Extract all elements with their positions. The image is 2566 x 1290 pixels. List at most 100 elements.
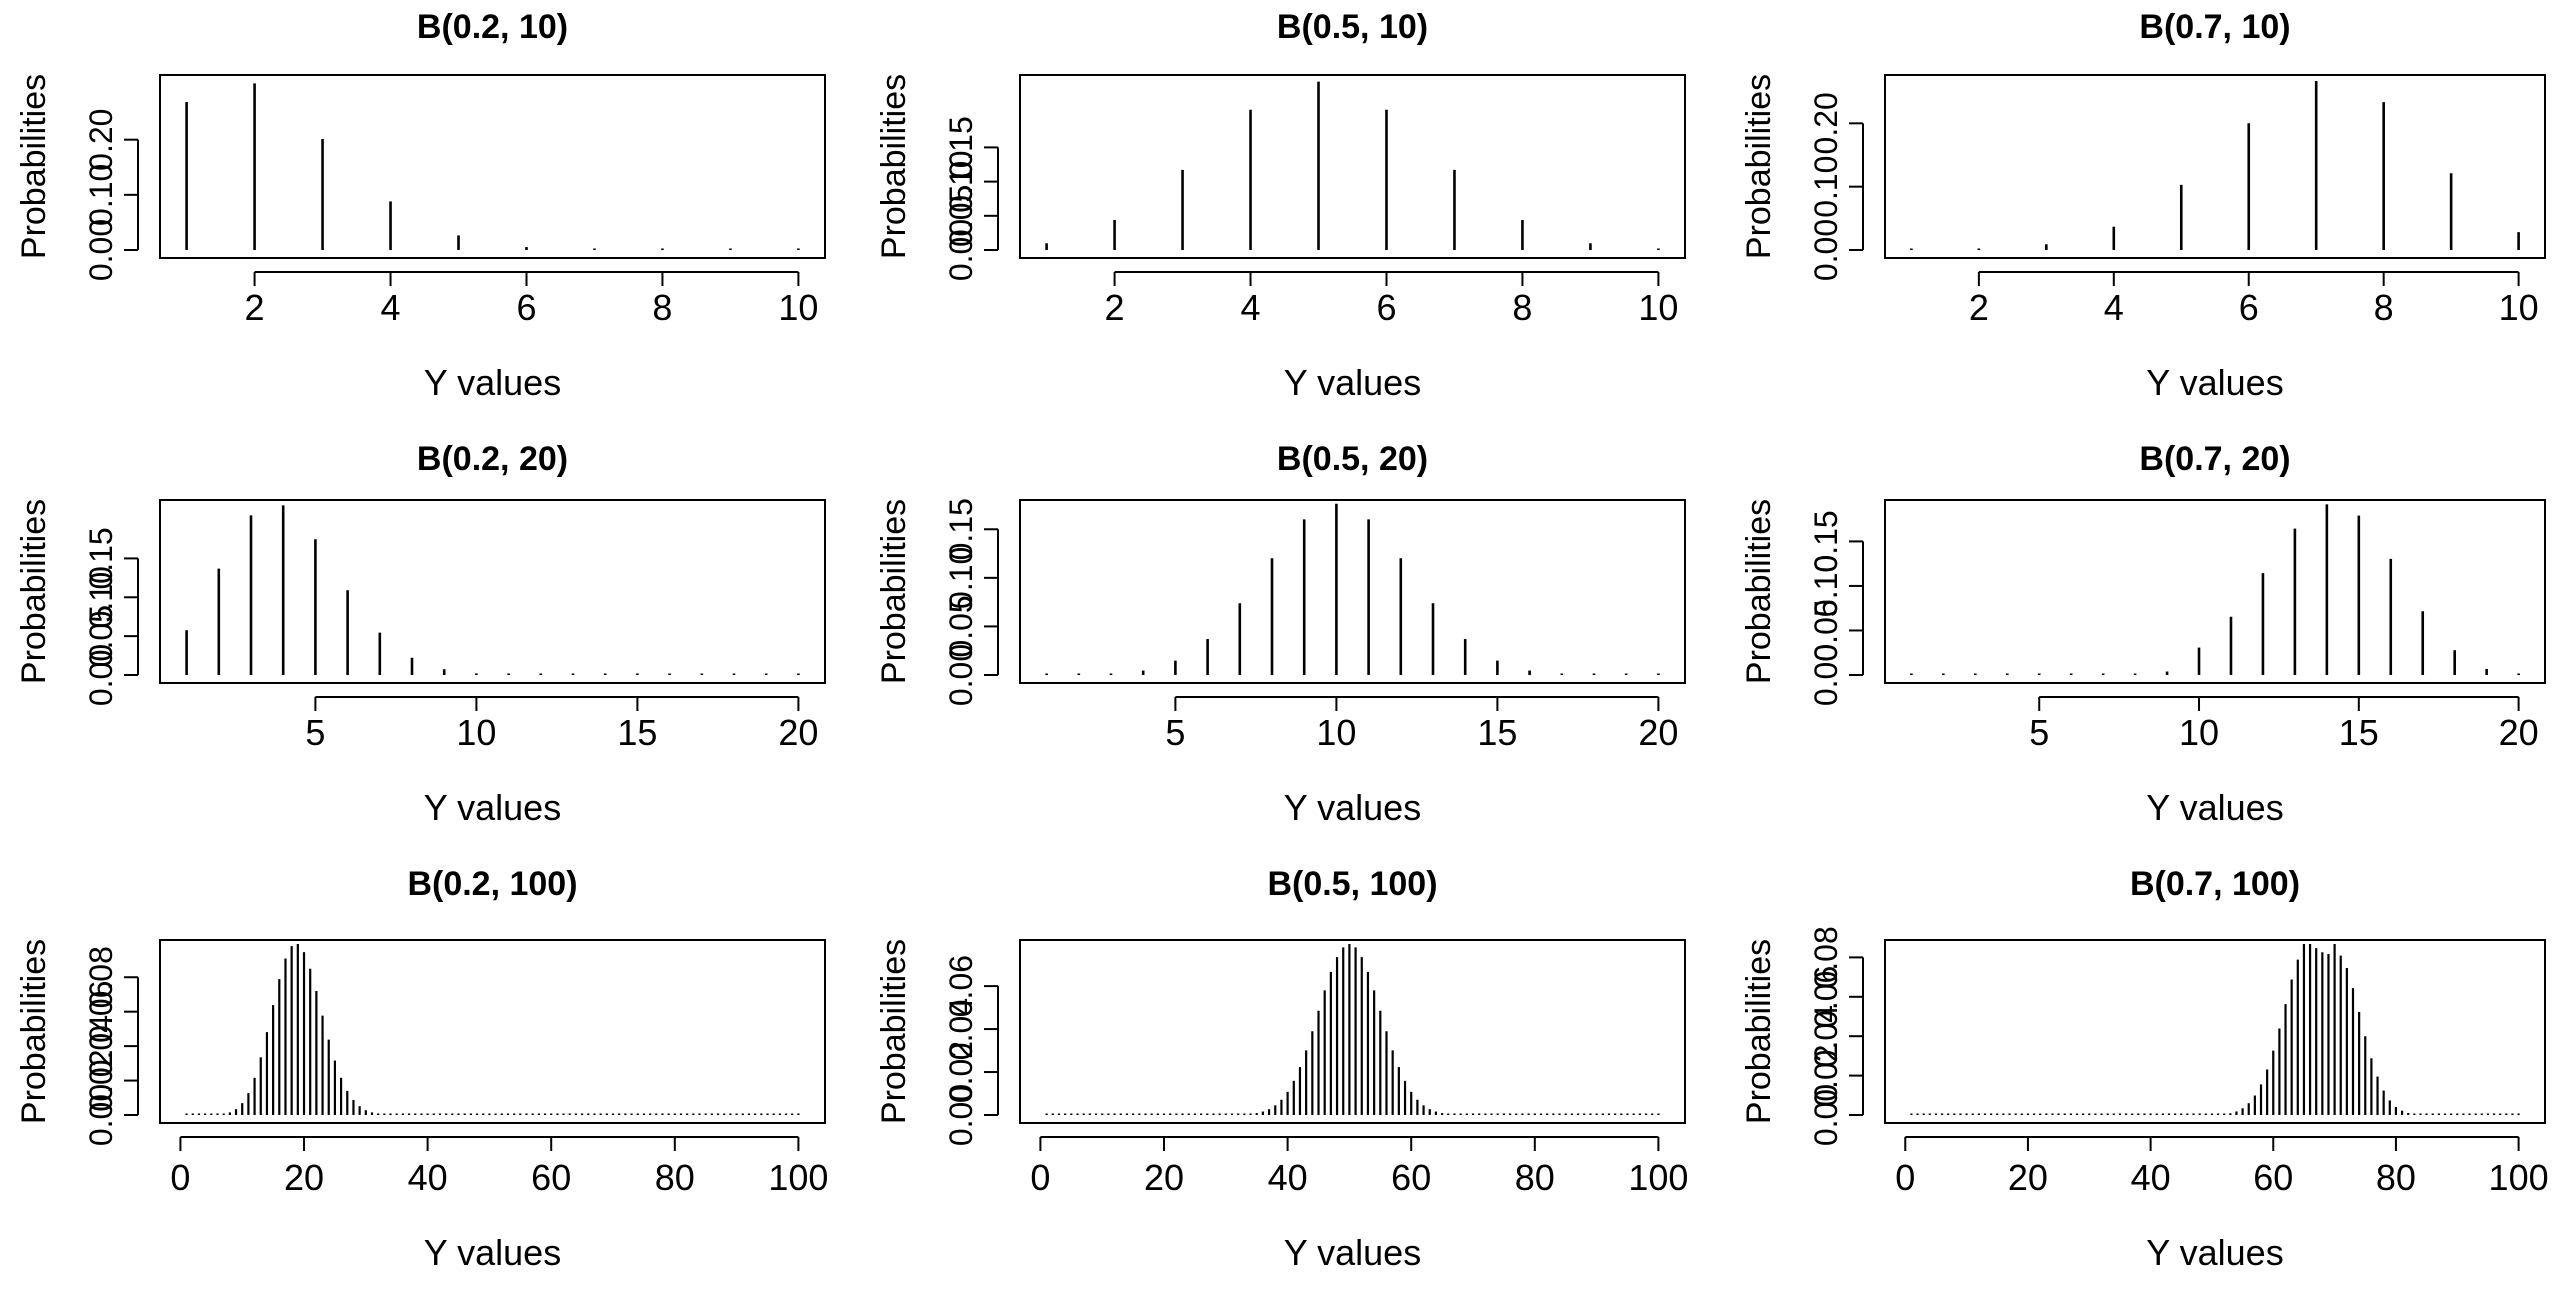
y-axis-label: Probabilities <box>15 939 53 1124</box>
y-tick-label: 0.10 <box>943 150 979 212</box>
x-tick-label: 4 <box>381 287 401 328</box>
x-tick-label: 20 <box>2499 712 2539 753</box>
y-tick-label: 0.20 <box>1808 92 1844 154</box>
x-tick-label: 4 <box>2104 287 2124 328</box>
x-axis-label: Y values <box>2146 787 2283 828</box>
x-tick-label: 5 <box>1165 712 1185 753</box>
x-tick-label: 15 <box>1477 712 1517 753</box>
y-tick-label: 0.00 <box>943 219 979 281</box>
x-tick-label: 20 <box>2008 1157 2048 1198</box>
x-tick-label: 60 <box>531 1157 571 1198</box>
y-tick-label: 0.00 <box>83 644 119 706</box>
x-axis-label: Y values <box>424 787 561 828</box>
y-axis-label: Probabilities <box>875 939 913 1124</box>
y-tick-label: 0.02 <box>943 1041 979 1103</box>
y-tick-label: 0.20 <box>83 109 119 171</box>
x-axis-label: Y values <box>1284 787 1421 828</box>
y-tick-label: 0.06 <box>1808 966 1844 1028</box>
y-tick-label: 0.10 <box>83 566 119 628</box>
x-tick-label: 8 <box>652 287 672 328</box>
x-tick-label: 10 <box>2499 287 2539 328</box>
x-tick-label: 5 <box>2029 712 2049 753</box>
x-tick-label: 10 <box>778 287 818 328</box>
x-tick-label: 6 <box>2239 287 2259 328</box>
chart-title: B(0.5, 20) <box>1277 440 1428 478</box>
x-tick-label: 10 <box>1316 712 1356 753</box>
x-tick-label: 0 <box>1895 1157 1915 1198</box>
y-tick-label: 0.02 <box>83 1049 119 1111</box>
x-tick-label: 40 <box>408 1157 448 1198</box>
chart-panel: B(0.5, 100) Probabilities Y values 0.000.02… <box>875 865 1688 1273</box>
plot-frame <box>1019 74 1686 259</box>
x-tick-label: 60 <box>1391 1157 1431 1198</box>
x-tick-label: 0 <box>1030 1157 1050 1198</box>
x-tick-label: 40 <box>1268 1157 1308 1198</box>
y-tick-label: 0.00 <box>1808 1084 1844 1146</box>
chart-title: B(0.5, 100) <box>1267 865 1437 903</box>
chart-panel: B(0.7, 100) Probabilities Y values 0.000.02… <box>1740 865 2549 1273</box>
y-tick-label: 0.02 <box>1808 1044 1844 1106</box>
x-tick-label: 10 <box>1638 287 1678 328</box>
x-tick-label: 80 <box>655 1157 695 1198</box>
y-tick-label: 0.10 <box>83 164 119 226</box>
x-tick-label: 20 <box>778 712 818 753</box>
y-tick-label: 0.15 <box>943 498 979 560</box>
y-tick-label: 0.00 <box>1808 644 1844 706</box>
y-axis-label: Probabilities <box>15 499 53 684</box>
x-tick-label: 6 <box>1376 287 1396 328</box>
y-axis-label: Probabilities <box>875 499 913 684</box>
plot-frame <box>1019 939 1686 1124</box>
y-tick-label: 0.00 <box>83 219 119 281</box>
plot-frame <box>159 939 826 1124</box>
x-tick-label: 15 <box>617 712 657 753</box>
x-tick-label: 20 <box>1638 712 1678 753</box>
x-tick-label: 20 <box>1144 1157 1184 1198</box>
y-axis-label: Probabilities <box>15 74 53 259</box>
y-tick-label: 0.10 <box>1808 555 1844 617</box>
x-tick-label: 0 <box>170 1157 190 1198</box>
x-tick-label: 5 <box>305 712 325 753</box>
y-tick-label: 0.05 <box>1808 599 1844 661</box>
x-tick-label: 80 <box>1515 1157 1555 1198</box>
y-tick-label: 0.06 <box>83 981 119 1043</box>
y-tick-label: 0.05 <box>943 185 979 247</box>
y-tick-label: 0.04 <box>943 998 979 1060</box>
y-tick-label: 0.15 <box>943 116 979 178</box>
x-tick-label: 100 <box>1628 1157 1688 1198</box>
y-axis-label: Probabilities <box>875 74 913 259</box>
y-tick-label: 0.10 <box>1808 156 1844 218</box>
x-tick-label: 2 <box>1969 287 1989 328</box>
chart-panel: B(0.7, 10) Probabilities Y values 0.000.100… <box>1740 8 2546 403</box>
x-tick-label: 10 <box>2179 712 2219 753</box>
x-axis-label: Y values <box>1284 1232 1421 1273</box>
y-tick-label: 0.15 <box>1808 510 1844 572</box>
x-tick-label: 6 <box>516 287 536 328</box>
y-axis-label: Probabilities <box>1740 939 1778 1124</box>
y-tick-label: 0.00 <box>943 644 979 706</box>
chart-title: B(0.5, 10) <box>1277 8 1428 46</box>
plot-frame <box>1019 499 1686 684</box>
x-axis-label: Y values <box>424 1232 561 1273</box>
x-tick-label: 10 <box>456 712 496 753</box>
x-axis-label: Y values <box>424 362 561 403</box>
plot-frame <box>1884 74 2546 259</box>
x-axis-label: Y values <box>1284 362 1421 403</box>
x-tick-label: 8 <box>1512 287 1532 328</box>
y-tick-label: 0.08 <box>83 946 119 1008</box>
x-axis-label: Y values <box>2146 362 2283 403</box>
plot-frame <box>1884 939 2546 1124</box>
chart-title: B(0.7, 20) <box>2139 440 2290 478</box>
plot-frame <box>1884 499 2546 684</box>
plot-frame <box>159 499 826 684</box>
chart-panel: B(0.2, 100) Probabilities Y values 0.000.02… <box>15 865 828 1273</box>
x-tick-label: 100 <box>768 1157 828 1198</box>
x-tick-label: 100 <box>2489 1157 2549 1198</box>
x-tick-label: 2 <box>245 287 265 328</box>
plot-frame <box>159 74 826 259</box>
x-tick-label: 80 <box>2376 1157 2416 1198</box>
x-tick-label: 60 <box>2253 1157 2293 1198</box>
x-axis-label: Y values <box>2146 1232 2283 1273</box>
